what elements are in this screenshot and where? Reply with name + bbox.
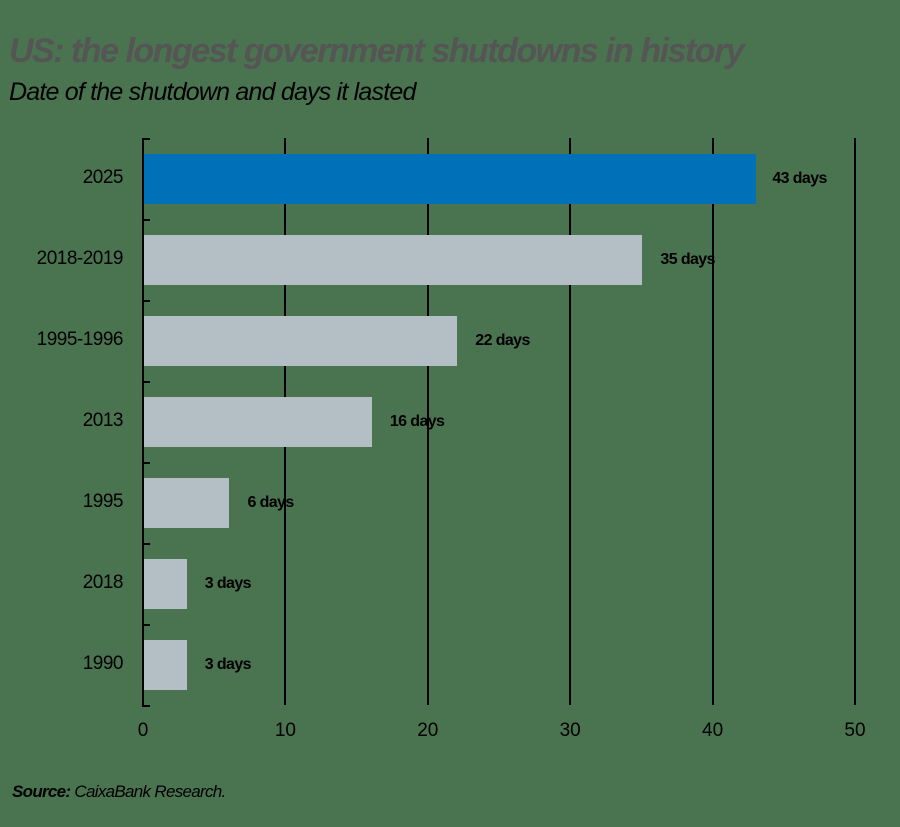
gridline bbox=[426, 138, 429, 705]
gridline bbox=[854, 138, 856, 705]
y-tick bbox=[142, 705, 150, 707]
y-axis-line bbox=[142, 138, 144, 705]
data-label: 3 days bbox=[204, 575, 252, 592]
x-tick-label: 50 bbox=[844, 720, 866, 741]
category-label: 1990 bbox=[82, 653, 124, 674]
data-label: 6 days bbox=[247, 494, 294, 511]
bar bbox=[144, 559, 187, 609]
y-tick bbox=[142, 462, 150, 464]
category-label: 1995-1996 bbox=[36, 329, 124, 350]
category-label: 2018-2019 bbox=[36, 248, 124, 269]
source-text: CaixaBank Research. bbox=[70, 782, 226, 801]
y-tick bbox=[142, 300, 150, 302]
bar bbox=[144, 235, 643, 285]
x-tick-label: 20 bbox=[417, 720, 439, 741]
category-label: 2018 bbox=[82, 572, 124, 593]
gridline bbox=[569, 138, 572, 705]
source-label: Source: bbox=[12, 782, 71, 801]
y-tick bbox=[142, 138, 150, 140]
bar bbox=[144, 397, 372, 447]
bar bbox=[144, 478, 230, 528]
data-label: 3 days bbox=[204, 656, 252, 673]
y-tick bbox=[142, 543, 150, 545]
gridline bbox=[711, 138, 714, 705]
data-label: 16 days bbox=[389, 413, 445, 430]
category-label: 1995 bbox=[82, 491, 124, 512]
source-note: Source: CaixaBank Research. bbox=[12, 782, 226, 802]
x-tick-label: 40 bbox=[702, 720, 724, 741]
data-label: 22 days bbox=[475, 332, 530, 349]
y-tick bbox=[142, 219, 150, 221]
chart-title: US: the longest government shutdowns in … bbox=[9, 32, 745, 70]
bar bbox=[144, 154, 757, 204]
bar bbox=[144, 640, 187, 690]
chart-subtitle: Date of the shutdown and days it lasted bbox=[9, 78, 416, 106]
x-tick-label: 0 bbox=[137, 720, 149, 741]
y-tick bbox=[142, 381, 150, 383]
data-label: 35 days bbox=[660, 251, 715, 268]
y-tick bbox=[142, 624, 150, 626]
category-label: 2013 bbox=[82, 410, 124, 431]
x-tick-label: 30 bbox=[559, 720, 581, 741]
bar bbox=[144, 316, 458, 366]
data-label: 43 days bbox=[772, 170, 827, 187]
x-tick-label: 10 bbox=[274, 720, 296, 741]
category-label: 2025 bbox=[82, 167, 124, 188]
